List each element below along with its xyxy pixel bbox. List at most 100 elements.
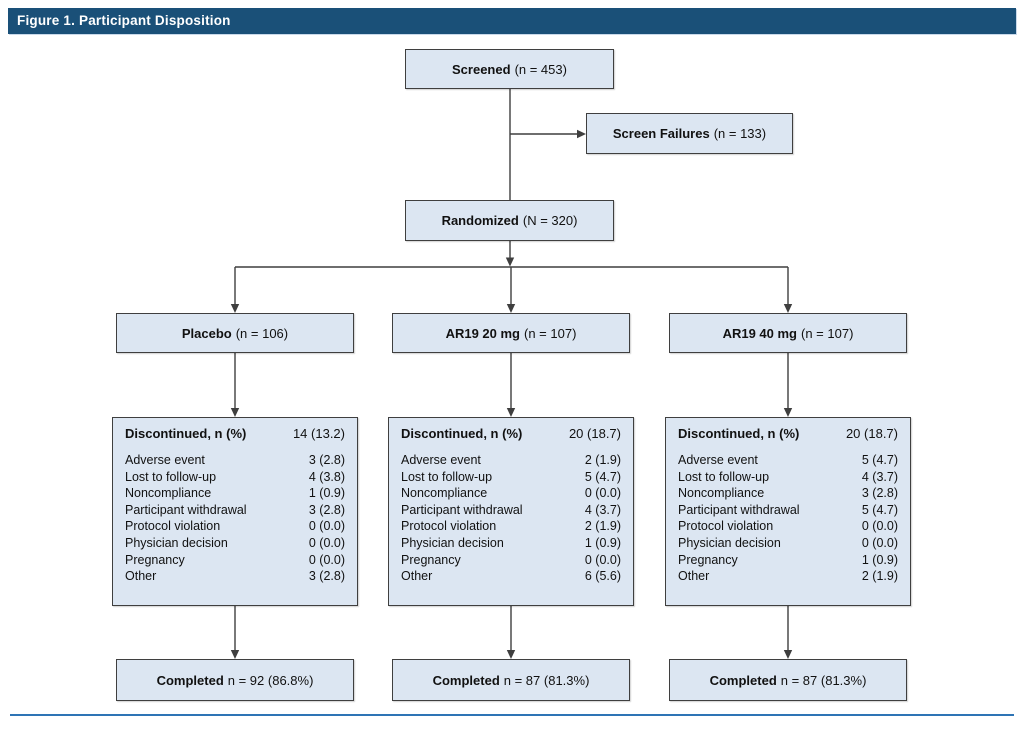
reason-value: 0 (0.0)	[308, 552, 345, 567]
reason-row: Noncompliance 1 (0.9)	[125, 485, 345, 502]
completed-count: n = 92 (86.8%)	[227, 672, 314, 688]
reason-label: Participant withdrawal	[125, 502, 247, 517]
bottom-divider	[10, 714, 1014, 716]
reason-label: Other	[401, 569, 433, 584]
reason-value: 3 (2.8)	[861, 486, 898, 501]
arrowhead-placebo-completed	[230, 650, 240, 659]
arrowhead-screen-failures	[577, 129, 586, 139]
figure-title: Figure 1. Participant Disposition	[8, 8, 1016, 34]
reason-label: Physician decision	[125, 535, 228, 550]
reason-row: Pregnancy 1 (0.9)	[678, 552, 898, 569]
arm-label: Placebo	[181, 325, 232, 341]
reason-label: Lost to follow-up	[401, 469, 493, 484]
arrowhead-split-ar19-40	[783, 304, 793, 313]
reason-value: 5 (4.7)	[861, 453, 898, 467]
arm-count: (n = 107)	[801, 325, 854, 341]
reason-row: Pregnancy 0 (0.0)	[401, 552, 621, 569]
arm-box-ar19-40mg: AR19 40 mg (n = 107)	[669, 313, 907, 353]
reason-value: 1 (0.9)	[861, 552, 898, 567]
reason-row: Physician decision 1 (0.9)	[401, 535, 621, 552]
reason-value: 0 (0.0)	[584, 486, 621, 501]
reason-value: 2 (1.9)	[861, 569, 898, 584]
reason-value: 3 (2.8)	[308, 569, 345, 584]
reason-label: Adverse event	[125, 453, 205, 467]
arm-count: (n = 107)	[524, 325, 577, 341]
reason-value: 4 (3.7)	[861, 469, 898, 484]
reason-label: Noncompliance	[125, 486, 212, 501]
randomized-label: Randomized	[441, 213, 519, 228]
arm-label: AR19 20 mg	[445, 325, 520, 341]
reason-value: 0 (0.0)	[584, 552, 621, 567]
reason-row: Adverse event 2 (1.9)	[401, 452, 621, 469]
reason-row: Lost to follow-up 5 (4.7)	[401, 469, 621, 486]
reason-label: Protocol violation	[125, 519, 221, 534]
reason-label: Lost to follow-up	[678, 469, 770, 484]
reason-value: 3 (2.8)	[308, 502, 345, 517]
completed-label: Completed	[709, 672, 777, 688]
reason-row: Other 2 (1.9)	[678, 568, 898, 585]
completed-box-ar19-20mg: Completed n = 87 (81.3%)	[392, 659, 630, 701]
randomized-box: Randomized (N = 320)	[405, 200, 614, 241]
discontinued-value: 14 (13.2)	[292, 426, 345, 441]
reason-value: 0 (0.0)	[308, 535, 345, 550]
reason-row: Physician decision 0 (0.0)	[678, 535, 898, 552]
reason-label: Physician decision	[401, 535, 504, 550]
discontinued-label: Discontinued, n (%)	[678, 426, 800, 441]
reason-row: Lost to follow-up 4 (3.7)	[678, 469, 898, 486]
reason-row: Other 6 (5.6)	[401, 568, 621, 585]
randomized-count: (N = 320)	[522, 213, 578, 228]
discontinued-box-ar19-40mg: Discontinued, n (%) 20 (18.7) Adverse ev…	[665, 417, 911, 606]
reason-value: 0 (0.0)	[861, 519, 898, 534]
reason-label: Participant withdrawal	[401, 502, 523, 517]
reason-row: Participant withdrawal 5 (4.7)	[678, 502, 898, 519]
reason-row: Physician decision 0 (0.0)	[125, 535, 345, 552]
arm-box-ar19-20mg: AR19 20 mg (n = 107)	[392, 313, 630, 353]
completed-box-ar19-40mg: Completed n = 87 (81.3%)	[669, 659, 907, 701]
discontinued-box-ar19-20mg: Discontinued, n (%) 20 (18.7) Adverse ev…	[388, 417, 634, 606]
discontinued-value: 20 (18.7)	[568, 426, 621, 441]
reason-label: Pregnancy	[401, 552, 461, 567]
reason-label: Noncompliance	[678, 486, 765, 501]
discontinued-value: 20 (18.7)	[845, 426, 898, 441]
reason-row: Protocol violation 2 (1.9)	[401, 518, 621, 535]
reason-label: Pregnancy	[678, 552, 738, 567]
screened-label: Screened	[452, 61, 511, 77]
reason-row: Protocol violation 0 (0.0)	[678, 518, 898, 535]
reason-label: Other	[125, 569, 157, 584]
arrowhead-split-ar19-20	[506, 304, 516, 313]
reason-row: Noncompliance 3 (2.8)	[678, 485, 898, 502]
reason-row: Protocol violation 0 (0.0)	[125, 518, 345, 535]
reason-value: 6 (5.6)	[584, 569, 621, 584]
completed-label: Completed	[432, 672, 500, 688]
reason-value: 1 (0.9)	[584, 535, 621, 550]
screen-failures-count: (n = 133)	[713, 126, 767, 141]
reason-label: Protocol violation	[678, 519, 774, 534]
reason-value: 4 (3.7)	[584, 502, 621, 517]
completed-box-placebo: Completed n = 92 (86.8%)	[116, 659, 354, 701]
reason-label: Physician decision	[678, 535, 781, 550]
reason-value: 2 (1.9)	[584, 453, 621, 467]
reason-label: Pregnancy	[125, 552, 185, 567]
reason-value: 4 (3.8)	[308, 469, 345, 484]
reason-label: Adverse event	[678, 453, 758, 467]
discontinued-header: Discontinued, n (%) 20 (18.7)	[401, 425, 621, 443]
arrowhead-split-placebo	[230, 304, 240, 313]
completed-label: Completed	[156, 672, 224, 688]
reason-row: Other 3 (2.8)	[125, 568, 345, 585]
arm-count: (n = 106)	[235, 325, 289, 341]
reason-row: Pregnancy 0 (0.0)	[125, 552, 345, 569]
reason-value: 0 (0.0)	[861, 535, 898, 550]
reason-value: 1 (0.9)	[308, 486, 345, 501]
discontinued-header: Discontinued, n (%) 14 (13.2)	[125, 425, 345, 443]
arrowhead-ar19-20-completed	[506, 650, 516, 659]
completed-count: n = 87 (81.3%)	[503, 672, 590, 688]
reason-row: Participant withdrawal 4 (3.7)	[401, 502, 621, 519]
reason-value: 5 (4.7)	[584, 469, 621, 484]
reason-label: Noncompliance	[401, 486, 488, 501]
arrowhead-ar19-20-discontinued	[506, 408, 516, 417]
arrowhead-ar19-40-discontinued	[783, 408, 793, 417]
discontinued-header: Discontinued, n (%) 20 (18.7)	[678, 425, 898, 443]
screened-box: Screened (n = 453)	[405, 49, 614, 89]
arrowhead-randomized-split	[505, 257, 515, 267]
